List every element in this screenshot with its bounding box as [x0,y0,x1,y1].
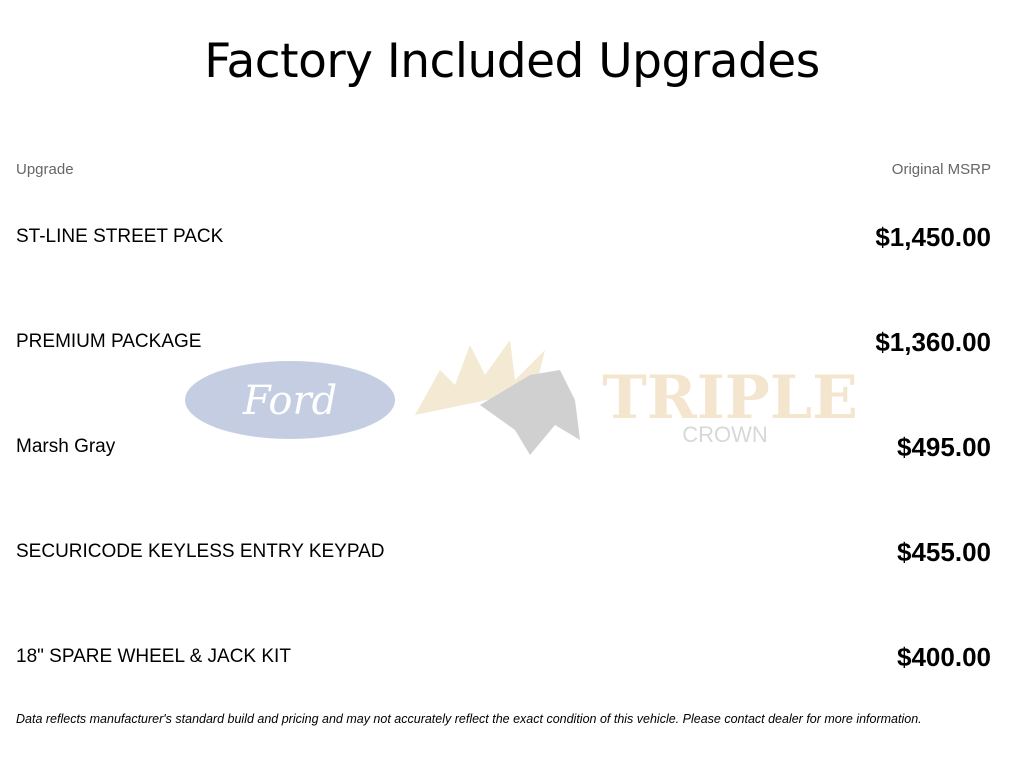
column-header-upgrade: Upgrade [16,161,74,178]
disclaimer-text: Data reflects manufacturer's standard bu… [16,712,922,726]
upgrade-price: $1,450.00 [875,221,991,252]
upgrade-name: ST-LINE STREET PACK [16,226,224,247]
ford-logo-text: Ford [242,378,337,424]
upgrade-price: $400.00 [897,641,991,672]
column-header-msrp: Original MSRP [891,161,991,178]
upgrade-name: SECURICODE KEYLESS ENTRY KEYPAD [16,541,385,562]
table-row: Marsh Gray $495.00 [16,427,991,467]
upgrade-price: $495.00 [897,431,991,462]
table-row: SECURICODE KEYLESS ENTRY KEYPAD $455.00 [16,532,991,572]
table-row: ST-LINE STREET PACK $1,450.00 [16,217,991,257]
upgrade-price: $1,360.00 [875,326,991,357]
upgrade-name: PREMIUM PACKAGE [16,331,202,352]
brand-text: TRIPLE [602,363,858,433]
upgrade-name: Marsh Gray [16,436,116,457]
page-title: Factory Included Upgrades [204,34,820,89]
upgrade-price: $455.00 [897,536,991,567]
table-row: 18" SPARE WHEEL & JACK KIT $400.00 [16,637,991,677]
table-row: PREMIUM PACKAGE $1,360.00 [16,322,991,362]
upgrade-name: 18" SPARE WHEEL & JACK KIT [16,646,291,667]
